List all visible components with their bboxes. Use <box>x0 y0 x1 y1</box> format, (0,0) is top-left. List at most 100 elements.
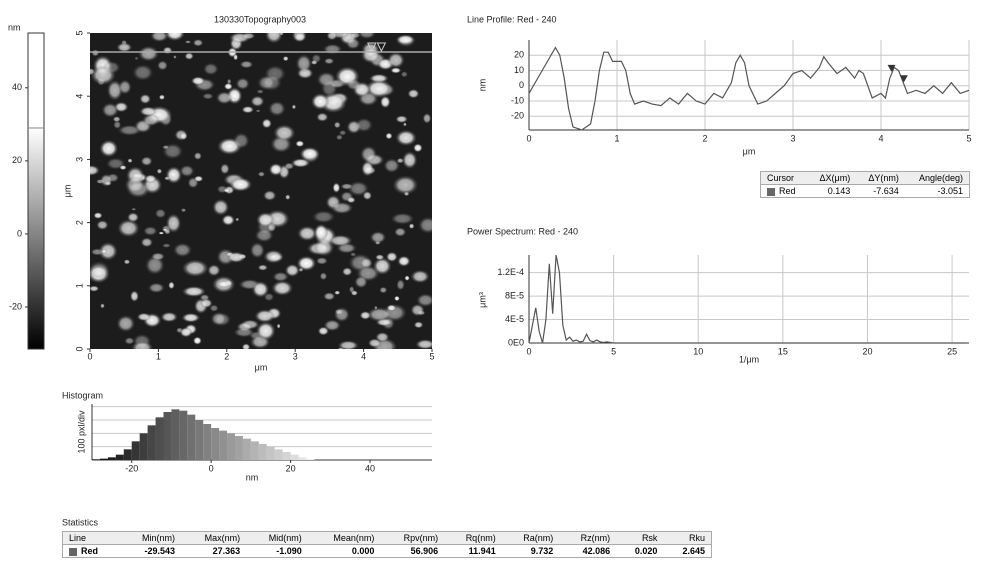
row-label: Red <box>761 185 808 198</box>
y-tick-label: -20 <box>511 111 524 121</box>
column-header: Line <box>62 531 120 545</box>
grain <box>257 75 276 91</box>
spectrum-title: Power Spectrum: Red - 240 <box>467 226 578 236</box>
grain <box>139 93 151 104</box>
y-tick-label: 4E-5 <box>505 314 524 324</box>
grains <box>90 33 432 349</box>
column-header: Rpv(nm) <box>380 531 445 545</box>
grain <box>271 280 294 296</box>
column-header: Max(nm) <box>181 531 247 545</box>
grain <box>193 175 204 182</box>
x-tick-label: 15 <box>778 346 788 356</box>
grain <box>268 100 286 117</box>
cell: -29.543 <box>144 546 176 556</box>
grain <box>90 285 100 292</box>
grain <box>413 321 424 329</box>
grain <box>276 323 281 329</box>
grain <box>134 56 139 60</box>
grain <box>118 79 132 95</box>
y-tick-label: 0 <box>519 80 524 90</box>
profile-title: Line Profile: Red - 240 <box>467 14 557 24</box>
histogram-bar <box>266 446 275 460</box>
swatch <box>767 187 775 196</box>
grain <box>395 115 408 123</box>
grain <box>291 104 297 110</box>
grain <box>112 116 121 123</box>
grain <box>101 102 119 118</box>
grain <box>255 109 261 113</box>
grain <box>268 163 283 176</box>
grain <box>229 177 253 192</box>
y-tick-label: 8E-5 <box>505 290 524 300</box>
histogram-bar <box>131 441 140 460</box>
grain <box>395 129 417 146</box>
y-tick-label: 0E0 <box>508 337 524 347</box>
grain <box>162 46 173 55</box>
x-tick-label: 0 <box>87 351 92 361</box>
grain <box>150 33 169 42</box>
cell: 2.645 <box>682 546 705 556</box>
grain <box>407 88 420 99</box>
histogram-x-label: nm <box>246 472 259 482</box>
grain <box>273 124 296 142</box>
grain <box>226 251 246 263</box>
grain <box>385 132 393 140</box>
grain <box>173 55 177 59</box>
grain <box>346 78 362 91</box>
grain <box>142 113 160 127</box>
grain <box>265 33 283 44</box>
grain <box>293 33 307 42</box>
grain <box>290 158 311 168</box>
cell: -3.051 <box>937 186 963 196</box>
cell: 0.020 <box>634 546 658 556</box>
grain <box>207 264 221 277</box>
grain <box>165 213 182 233</box>
grain <box>403 122 407 127</box>
grain <box>341 267 353 276</box>
x-tick-label: 0 <box>526 346 531 356</box>
histogram-bar <box>250 441 259 460</box>
grain <box>422 113 432 124</box>
grain <box>254 228 274 243</box>
column-header: ΔY(nm) <box>856 171 905 185</box>
grain <box>299 146 320 161</box>
grain <box>373 257 392 275</box>
grain <box>90 164 100 176</box>
histogram-bar <box>163 412 172 460</box>
grain <box>339 130 347 136</box>
colorbar-tick-label: 20 <box>12 155 22 165</box>
grain <box>179 164 195 177</box>
grain <box>154 208 167 219</box>
grain <box>367 338 382 348</box>
grain <box>383 158 400 173</box>
grain <box>315 257 328 265</box>
cell: 27.363 <box>212 546 241 556</box>
histogram-bar <box>92 459 100 460</box>
column-header: Angle(deg) <box>904 171 970 185</box>
grain <box>164 33 185 41</box>
cursor-marker <box>376 42 387 53</box>
grain <box>233 327 255 338</box>
grain <box>400 71 408 78</box>
profile-y-label: nm <box>477 79 487 92</box>
grain <box>164 229 171 235</box>
grain <box>158 94 165 100</box>
grain <box>361 160 374 177</box>
y-tick-label: 0 <box>74 346 84 351</box>
x-tick-label: 5 <box>429 351 434 361</box>
grain <box>116 315 136 333</box>
grain <box>93 212 103 219</box>
grain <box>295 140 305 147</box>
histogram-title: Histogram <box>62 390 103 400</box>
grain <box>296 255 317 271</box>
grain <box>311 93 330 110</box>
grain <box>316 71 337 88</box>
grain <box>212 198 230 216</box>
column-header: Rsk <box>616 531 664 545</box>
grain <box>323 319 341 332</box>
grain <box>345 37 361 50</box>
grain <box>346 196 356 204</box>
grain <box>359 311 372 320</box>
grain <box>390 212 415 225</box>
